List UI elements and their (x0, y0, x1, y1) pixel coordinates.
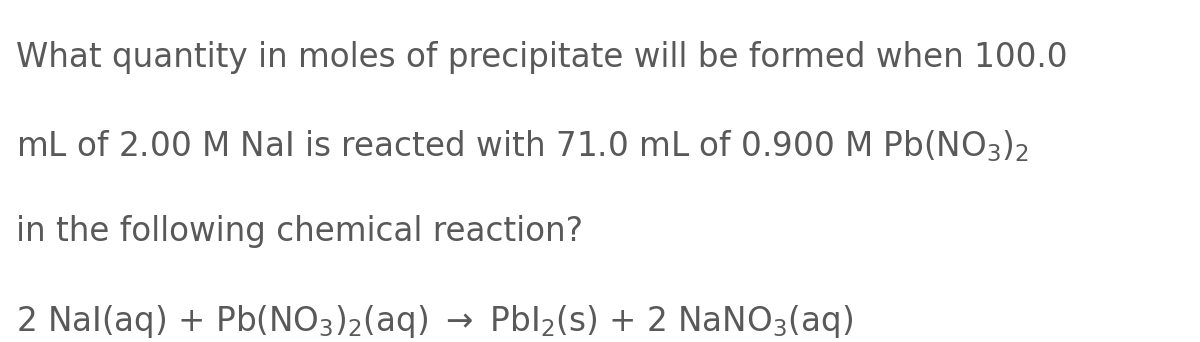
Text: 2 NaI(aq) + Pb(NO$_3$)$_2$(aq) $\rightarrow$ PbI$_2$(s) + 2 NaNO$_3$(aq): 2 NaI(aq) + Pb(NO$_3$)$_2$(aq) $\rightar… (16, 303, 853, 340)
Text: mL of 2.00 M NaI is reacted with 71.0 mL of 0.900 M Pb(NO$_3$)$_2$: mL of 2.00 M NaI is reacted with 71.0 mL… (16, 128, 1028, 164)
Text: What quantity in moles of precipitate will be formed when 100.0: What quantity in moles of precipitate wi… (16, 41, 1067, 74)
Text: in the following chemical reaction?: in the following chemical reaction? (16, 215, 583, 248)
